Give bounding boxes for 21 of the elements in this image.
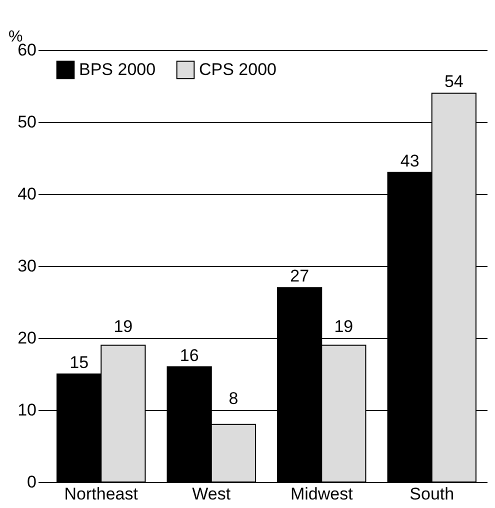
y-tick-label: 10 [18, 400, 36, 420]
data-label: 54 [444, 72, 464, 92]
data-label: 43 [400, 151, 420, 170]
data-label: 15 [70, 353, 89, 372]
y-tick-label: 60 [18, 40, 36, 60]
legend-label: BPS 2000 [79, 60, 156, 79]
legend-label: CPS 2000 [199, 60, 276, 79]
y-tick-label: 40 [18, 184, 36, 204]
x-tick-label: South [410, 484, 454, 504]
x-tick-label: Northeast [64, 484, 138, 504]
data-label: 8 [228, 389, 238, 408]
x-tick-label: West [192, 484, 231, 504]
data-label: 16 [180, 346, 199, 365]
data-label: 19 [114, 317, 133, 336]
data-label: 19 [334, 317, 354, 336]
y-tick-label: 30 [18, 256, 36, 276]
y-tick-label: 0 [27, 472, 36, 492]
data-label: 27 [290, 266, 310, 286]
y-tick-label: 20 [18, 328, 36, 348]
x-tick-label: Midwest [290, 484, 354, 504]
y-tick-label: 50 [18, 112, 36, 132]
